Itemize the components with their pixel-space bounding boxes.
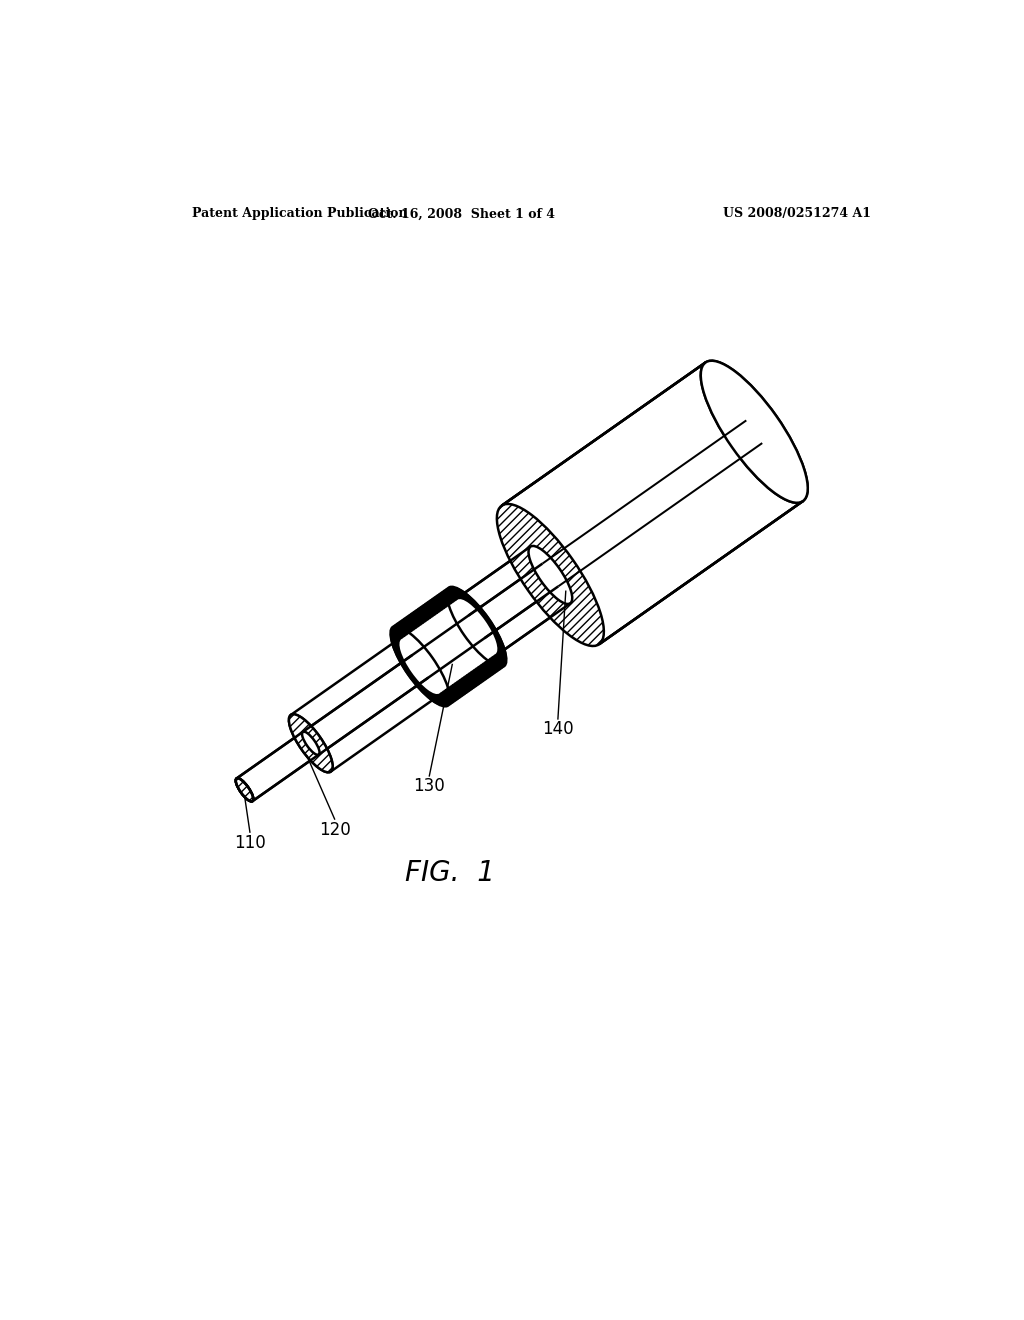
Ellipse shape [418,606,479,688]
Ellipse shape [422,602,484,685]
Ellipse shape [407,634,449,689]
Ellipse shape [236,779,253,801]
Ellipse shape [439,611,481,667]
Ellipse shape [451,602,493,657]
Text: FIG.  1: FIG. 1 [406,859,495,887]
Polygon shape [237,420,762,801]
Ellipse shape [396,620,459,702]
Text: 110: 110 [234,834,266,851]
Ellipse shape [438,590,501,673]
Ellipse shape [404,635,446,690]
Ellipse shape [289,714,333,772]
Polygon shape [291,546,570,772]
Ellipse shape [445,586,508,668]
Text: Patent Application Publication: Patent Application Publication [193,207,408,220]
Ellipse shape [414,628,456,684]
Text: US 2008/0251274 A1: US 2008/0251274 A1 [724,207,871,220]
Ellipse shape [389,624,452,708]
Ellipse shape [415,607,477,689]
Ellipse shape [454,601,495,656]
Ellipse shape [440,589,503,672]
Text: 120: 120 [318,821,350,838]
Ellipse shape [528,546,572,605]
Ellipse shape [409,632,451,688]
Ellipse shape [437,612,478,668]
Ellipse shape [401,636,443,693]
Ellipse shape [443,587,505,669]
Ellipse shape [424,601,486,682]
Ellipse shape [429,597,492,680]
Ellipse shape [416,627,458,682]
Ellipse shape [236,779,253,801]
Ellipse shape [403,615,466,698]
Polygon shape [502,363,803,644]
Ellipse shape [399,639,441,694]
Ellipse shape [427,599,488,681]
Ellipse shape [446,606,488,661]
Ellipse shape [391,623,454,706]
Ellipse shape [443,607,485,663]
Ellipse shape [427,619,469,675]
Ellipse shape [456,599,498,655]
Ellipse shape [412,630,453,686]
Text: 140: 140 [542,721,573,738]
Ellipse shape [413,609,475,692]
Polygon shape [398,595,499,698]
Ellipse shape [302,731,319,755]
Ellipse shape [420,603,482,686]
Ellipse shape [418,626,460,681]
Ellipse shape [289,714,333,772]
Text: 130: 130 [414,777,445,796]
Ellipse shape [411,610,472,693]
Ellipse shape [700,360,808,503]
Ellipse shape [441,609,483,664]
Ellipse shape [421,624,462,680]
Ellipse shape [423,622,465,677]
Ellipse shape [302,731,319,755]
Ellipse shape [431,595,494,678]
Ellipse shape [436,593,499,675]
Ellipse shape [430,618,472,673]
Ellipse shape [700,360,808,503]
Ellipse shape [394,622,456,705]
Ellipse shape [425,620,467,676]
Ellipse shape [434,614,476,669]
Ellipse shape [449,605,490,660]
Ellipse shape [497,504,604,645]
Ellipse shape [433,594,496,676]
Ellipse shape [432,615,474,671]
Ellipse shape [398,618,461,701]
Ellipse shape [408,611,470,694]
Text: Oct. 16, 2008  Sheet 1 of 4: Oct. 16, 2008 Sheet 1 of 4 [369,207,555,220]
Ellipse shape [401,616,463,700]
Ellipse shape [406,614,468,696]
